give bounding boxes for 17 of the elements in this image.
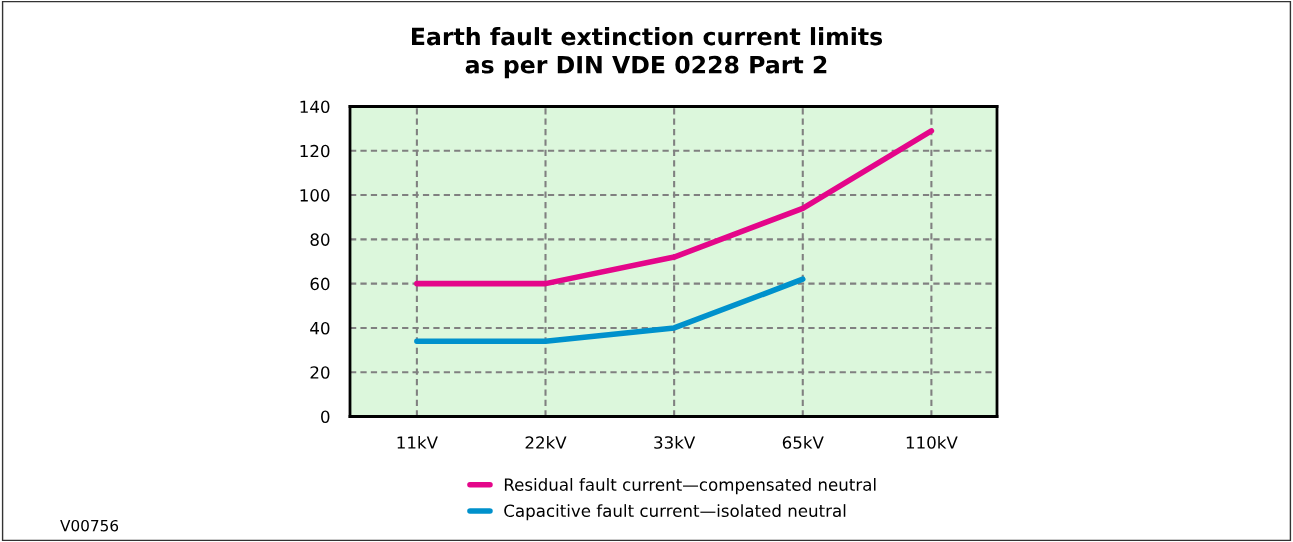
y-tick-label: 140	[300, 100, 330, 114]
y-tick-label: 120	[300, 144, 330, 158]
x-tick-label: 11kV	[397, 435, 438, 449]
y-tick-label: 60	[310, 277, 330, 291]
y-tick-label: 20	[310, 366, 330, 379]
y-tick-label: 80	[310, 233, 330, 246]
y-tick-label: 100	[300, 189, 330, 202]
y-tick-label: 0	[321, 410, 330, 424]
legend-label: Capacitive fault current—isolated neutral	[504, 504, 846, 521]
legend-label: Residual fault current—compensated neutral	[504, 478, 876, 495]
x-tick-label: 22kV	[525, 435, 567, 449]
x-tick-label: 33kV	[654, 435, 696, 449]
x-tick-label: 65kV	[782, 435, 824, 449]
text: V00756	[60, 519, 119, 532]
chart-title: Earth fault extinction current limits as per DIN VDE 0228 Part 2	[412, 27, 883, 79]
x-tick-label: 110kV	[906, 435, 958, 449]
y-tick-label: 40	[310, 321, 330, 335]
